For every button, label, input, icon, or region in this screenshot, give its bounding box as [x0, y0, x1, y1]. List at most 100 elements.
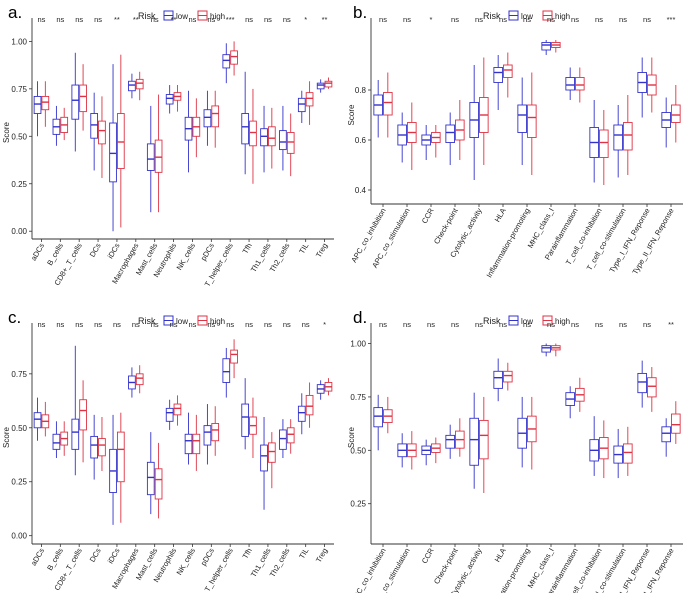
box-iqr [373, 407, 383, 428]
x-tick-label: TIL [297, 242, 310, 256]
box-low [469, 392, 479, 489]
y-tick-label: 0.4 [355, 186, 367, 195]
box-high [383, 72, 393, 138]
box-iqr [383, 92, 393, 116]
box-iqr [565, 77, 575, 91]
significance-label: ns [56, 320, 64, 329]
box-low [33, 397, 42, 441]
significance-label: ns [643, 15, 651, 24]
box-iqr [98, 120, 106, 145]
box-high [551, 343, 561, 357]
box-iqr [90, 435, 99, 459]
x-tick-label: B_cells [45, 241, 65, 267]
box-low [71, 52, 80, 152]
box-iqr [260, 128, 268, 147]
significance-label: *** [667, 15, 676, 24]
box-high [455, 100, 465, 160]
legend-label-high: high [210, 12, 225, 21]
x-tick-label: Treg [314, 547, 329, 565]
significance-label: *** [226, 15, 235, 24]
panel-c: c. Risk low high 0.00 0.25 0.50 0.75 Score aDCs ns… [2, 308, 334, 593]
box-iqr [479, 419, 489, 460]
x-tick-label: pDCs [199, 546, 216, 567]
box-high [383, 396, 393, 434]
legend-title: Risk [138, 316, 156, 326]
significance-label: * [430, 15, 433, 24]
legend-label-low: low [176, 317, 188, 326]
box-iqr [71, 418, 80, 450]
box-iqr [222, 358, 231, 383]
y-tick-label: 0.25 [11, 180, 27, 189]
box-high [211, 90, 220, 148]
box-low [128, 367, 136, 398]
box-iqr [671, 104, 681, 123]
panel-label: c. [8, 308, 21, 327]
y-tick-label: 0.50 [11, 132, 27, 141]
x-tick-label: TIL [297, 547, 310, 561]
box-iqr [116, 113, 125, 170]
legend-label-high: high [555, 317, 570, 326]
box-high [41, 81, 50, 127]
box-low [469, 65, 479, 180]
legend-label-high: high [210, 317, 225, 326]
box-low [184, 90, 193, 173]
box-iqr [260, 444, 268, 472]
significance-label: ns [379, 320, 387, 329]
box-low [589, 416, 599, 476]
box-low [109, 64, 117, 232]
box-iqr [527, 104, 537, 138]
box-iqr [33, 412, 42, 429]
box-high [671, 401, 681, 444]
box-high [173, 395, 182, 426]
box-low [637, 57, 647, 118]
significance-label: ns [571, 320, 579, 329]
y-axis-label: Score [2, 122, 11, 143]
box-iqr [241, 113, 250, 145]
box-high [479, 57, 489, 165]
significance-label: ns [379, 15, 387, 24]
box-low [373, 394, 383, 451]
box-high [135, 71, 144, 101]
box-iqr [613, 124, 623, 151]
box-iqr [503, 370, 513, 383]
box-iqr [52, 433, 61, 450]
box-iqr [71, 84, 80, 120]
significance-label: ns [37, 320, 45, 329]
box-low [661, 97, 671, 148]
y-tick-label: 0.25 [350, 500, 366, 509]
box-iqr [305, 394, 314, 416]
significance-label: ns [571, 15, 579, 24]
box-high [599, 420, 609, 479]
box-low [297, 393, 306, 435]
box-low [373, 80, 383, 138]
box-low [260, 417, 268, 510]
box-low [90, 414, 99, 480]
box-iqr [267, 126, 276, 147]
y-tick-label: 1.00 [350, 340, 366, 349]
box-high [60, 421, 69, 456]
box-iqr [286, 132, 295, 154]
box-iqr [98, 438, 106, 457]
x-tick-label: HLA [493, 547, 508, 564]
box-low [517, 77, 527, 165]
significance-label: ns [547, 15, 555, 24]
box-low [33, 81, 42, 137]
box-high [407, 102, 417, 170]
box-iqr [128, 80, 136, 92]
box-iqr [623, 122, 633, 151]
box-low [260, 105, 268, 173]
box-high [135, 365, 144, 394]
box-high [41, 401, 50, 437]
panel-label: a. [8, 3, 22, 22]
box-high [192, 414, 201, 471]
box-low [445, 424, 455, 459]
box-iqr [154, 468, 163, 500]
box-iqr [165, 407, 174, 422]
box-high [623, 95, 633, 175]
box-low [541, 343, 551, 357]
y-tick-label: 0.00 [11, 227, 27, 236]
box-iqr [541, 345, 551, 353]
box-low [421, 439, 431, 466]
box-iqr [79, 399, 87, 431]
